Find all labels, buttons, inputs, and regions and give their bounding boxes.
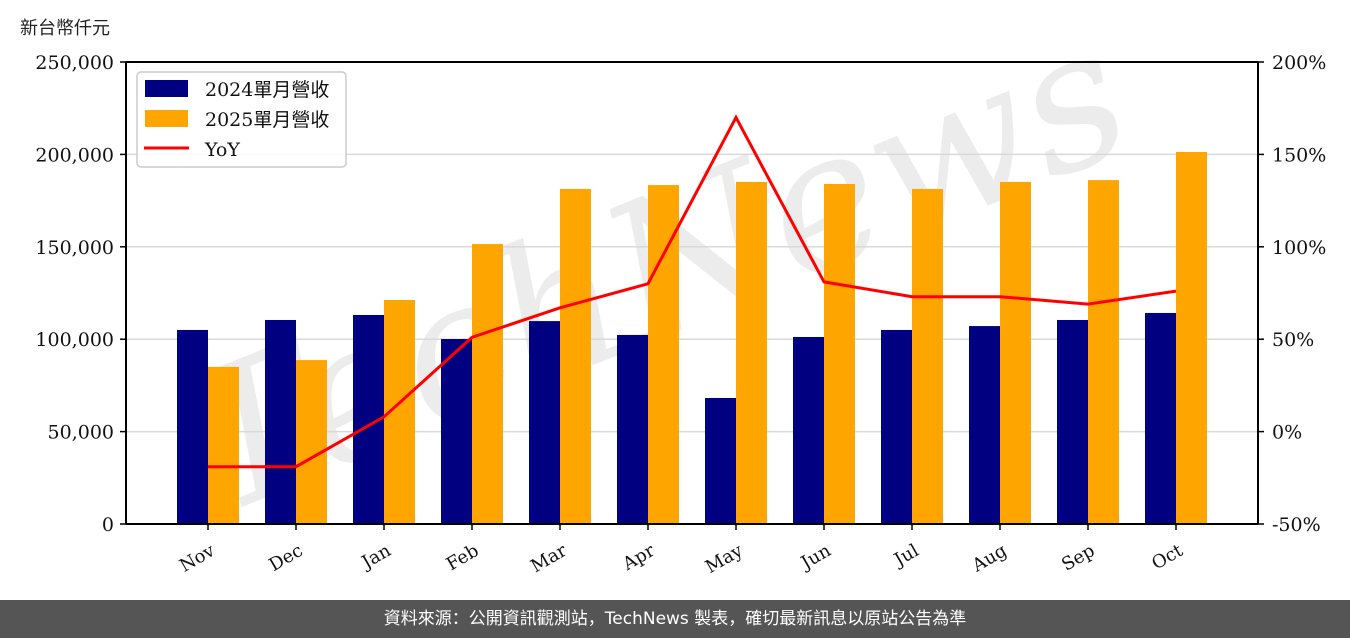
x-tick-label: May [702, 540, 747, 578]
x-tick-label: Apr [618, 540, 658, 575]
legend-label: 2025單月營收 [205, 109, 329, 131]
bar-2024 [1145, 312, 1176, 524]
y-axis-unit-label: 新台幣仟元 [20, 18, 110, 39]
bar-2025 [912, 188, 943, 525]
y2-tick-label: 50% [1272, 329, 1314, 351]
y-tick-label: 200,000 [35, 144, 114, 166]
y-tick-label: 150,000 [35, 237, 114, 259]
bar-2025 [472, 244, 503, 524]
bar-2024 [793, 336, 824, 524]
bar-series [177, 151, 1207, 525]
yoy-line [208, 114, 1177, 469]
bar-2025 [208, 366, 239, 524]
legend: 2024單月營收 2025單月營收 YoY [136, 71, 347, 168]
y-tick-label: 0 [102, 514, 114, 536]
bar-2025 [1088, 180, 1119, 524]
legend-label: YoY [204, 139, 240, 161]
legend-label: 2024單月營收 [205, 79, 329, 101]
x-tick-label: Feb [443, 540, 483, 575]
x-tick-label: Jul [889, 540, 923, 572]
y-tick-label: 50,000 [48, 422, 114, 444]
x-tick-label: Aug [968, 540, 1011, 577]
bar-2025 [824, 183, 855, 524]
bar-2024 [265, 319, 296, 524]
bar-2024 [881, 329, 912, 524]
y2-tick-label: 200% [1272, 52, 1326, 74]
x-tick-label: Oct [1148, 540, 1187, 575]
bar-2024 [441, 339, 472, 524]
x-tick-label: Nov [176, 540, 219, 577]
x-tick-label: Sep [1058, 540, 1098, 575]
bar-2025 [1000, 181, 1031, 525]
bar-2025 [560, 188, 591, 525]
bar-2024 [177, 329, 208, 524]
x-tick-label: Dec [266, 540, 307, 576]
bar-2024 [529, 321, 560, 524]
bar-2025 [1176, 151, 1207, 524]
bar-2024 [969, 326, 1000, 524]
bar-2024 [1057, 319, 1088, 524]
x-tick-label: Jun [796, 540, 835, 575]
revenue-chart: TechNews 050,000100,000150,000200,000250… [35, 0, 1326, 578]
y2-tick-label: 100% [1272, 237, 1326, 259]
bar-2025 [736, 181, 767, 525]
source-footer: 資料來源：公開資訊觀測站，TechNews 製表，確切最新訊息以原站公告為準 [0, 600, 1350, 638]
bar-2024 [705, 397, 736, 524]
bar-2024 [617, 334, 648, 524]
y2-tick-label: -50% [1272, 514, 1321, 536]
x-tick-label: Mar [527, 540, 571, 577]
x-tick-label: Jan [357, 540, 395, 574]
bar-2025 [296, 360, 327, 524]
y-tick-label: 100,000 [35, 329, 114, 351]
y2-tick-label: 0% [1272, 422, 1302, 444]
y-tick-label: 250,000 [35, 52, 114, 74]
bar-2025 [648, 185, 679, 525]
y2-tick-label: 150% [1272, 144, 1326, 166]
